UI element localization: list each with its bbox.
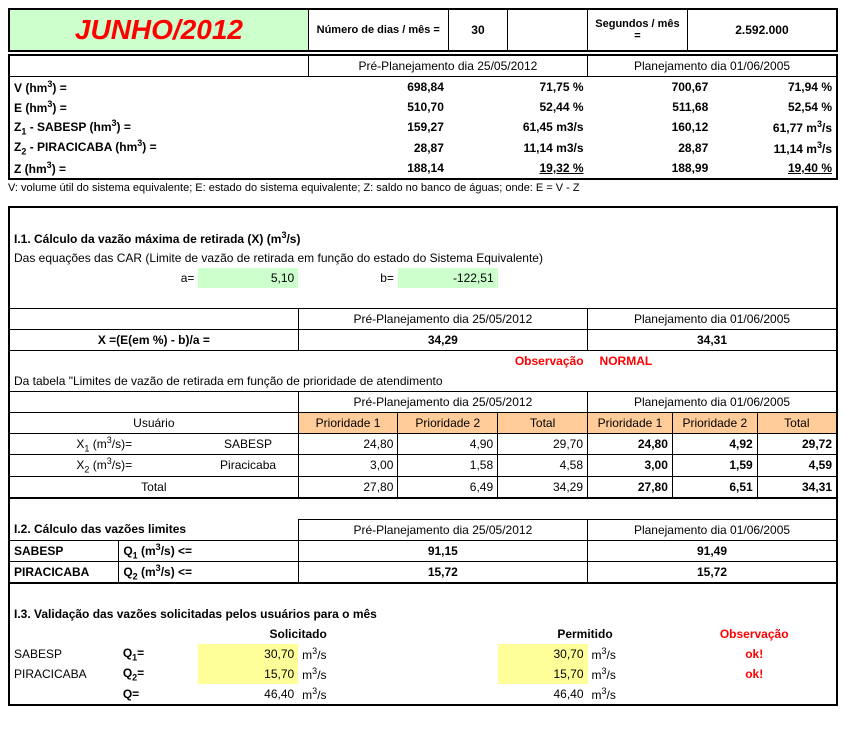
s2-row: SABESP Q1 (m3/s) <= 91,15 91,49 [9, 540, 837, 561]
a-label: a= [119, 268, 199, 288]
s2-row: PIRACICABA Q2 (m3/s) <= 15,72 15,72 [9, 561, 837, 583]
top-row: E (hm3) = 510,70 52,44 % 511,68 52,54 % [9, 97, 837, 117]
seconds-value: 2.592.000 [687, 9, 837, 51]
x-pre: 34,29 [298, 329, 587, 350]
s1-row: X2 (m3/s)= Piracicaba 3,00 1,58 4,58 3,0… [9, 455, 837, 476]
s1-title: I.1. Cálculo da vazão máxima de retirada… [9, 228, 837, 248]
top-row: Z (hm3) = 188,14 19,32 % 188,99 19,40 % [9, 158, 837, 179]
s1-pre-header: Pré-Planejamento dia 25/05/2012 [298, 308, 587, 329]
formula-label: X =(E(em %) - b)/a = [9, 329, 298, 350]
days-value: 30 [448, 9, 508, 51]
s1-row: X1 (m3/s)= SABESP 24,80 4,90 29,70 24,80… [9, 433, 837, 454]
s3-title: I.3. Validação das vazões solicitadas pe… [9, 604, 837, 624]
s1-plan-header: Planejamento dia 01/06/2005 [588, 308, 837, 329]
obs-label: Observação [498, 350, 588, 371]
days-label: Número de dias / mês = [308, 9, 448, 51]
plan-header: Planejamento dia 01/06/2005 [588, 55, 837, 77]
top-row: V (hm3) = 698,84 71,75 % 700,67 71,94 % [9, 77, 837, 98]
x-plan: 34,31 [588, 329, 837, 350]
s3-row: Q= 46,40 m3/s 46,40 m3/s [9, 684, 837, 705]
s3-row: SABESP Q1= 30,70 m3/s 30,70 m3/s ok! [9, 644, 837, 664]
s1-subtitle: Das equações das CAR (Limite de vazão de… [9, 248, 837, 268]
top-table: Pré-Planejamento dia 25/05/2012 Planejam… [8, 54, 838, 180]
b-value: -122,51 [398, 268, 498, 288]
row-label: E (hm3) = [9, 97, 308, 117]
top-row: Z2 - PIRACICABA (hm3) = 28,87 11,14 m3/s… [9, 137, 837, 157]
s2-title: I.2. Cálculo das vazões limites [9, 519, 298, 540]
header-table: JUNHO/2012 Número de dias / mês = 30 Seg… [8, 8, 838, 52]
main-table: I.1. Cálculo da vazão máxima de retirada… [8, 206, 838, 707]
pre-plan-header: Pré-Planejamento dia 25/05/2012 [308, 55, 587, 77]
table-intro: Da tabela "Limites de vazão de retirada … [9, 371, 837, 392]
seconds-label: Segundos / mês = [588, 9, 688, 51]
a-value: 5,10 [198, 268, 298, 288]
usuario-header: Usuário [9, 412, 298, 433]
obs-value: NORMAL [588, 350, 837, 371]
footnote: V: volume útil do sistema equivalente; E… [8, 182, 838, 194]
top-row: Z1 - SABESP (hm3) = 159,27 61,45 m3/s 16… [9, 117, 837, 137]
b-label: b= [298, 268, 398, 288]
month-title: JUNHO/2012 [9, 9, 308, 51]
row-label: V (hm3) = [9, 77, 308, 98]
s3-row: PIRACICABA Q2= 15,70 m3/s 15,70 m3/s ok! [9, 664, 837, 684]
